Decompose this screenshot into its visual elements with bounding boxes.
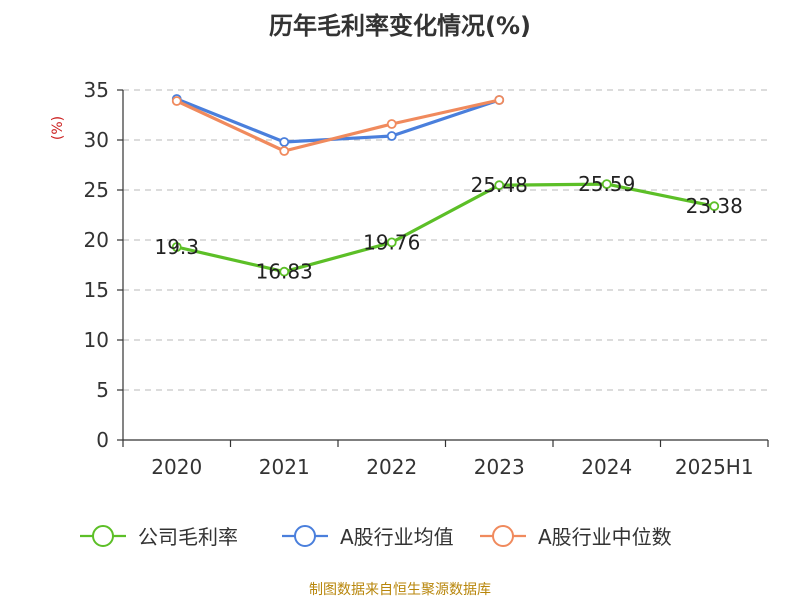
y-tick-label: 25 [84, 178, 109, 202]
series-line [176, 98, 500, 153]
data-point [386, 131, 397, 141]
data-point [386, 237, 397, 248]
x-tick-label: 2023 [474, 455, 525, 479]
x-tick-label: 2021 [259, 455, 310, 479]
series-0 [171, 179, 720, 277]
legend-marker [294, 525, 316, 547]
gridlines [123, 89, 768, 391]
data-label: 19.76 [363, 230, 420, 254]
series-layer [171, 94, 720, 277]
y-tick-label: 5 [96, 378, 109, 402]
y-tick-label: 20 [84, 228, 109, 252]
legend-item-1: A股行业均值 [282, 525, 454, 549]
legend-label: A股行业均值 [340, 525, 454, 549]
data-label: 16.83 [256, 260, 313, 284]
x-tick-label: 2024 [581, 455, 632, 479]
x-tick-label: 2020 [151, 455, 202, 479]
data-point [171, 242, 182, 252]
data-point [171, 96, 182, 106]
data-point [601, 179, 612, 190]
series-line [176, 97, 500, 144]
data-point [494, 180, 505, 191]
legend-marker [492, 525, 514, 547]
legend: 公司毛利率 A股行业均值 A股行业中位数 [80, 525, 672, 549]
y-tick-label: 30 [84, 128, 109, 152]
legend-item-2: A股行业中位数 [480, 525, 672, 549]
data-point [709, 201, 720, 212]
data-point [279, 137, 290, 147]
data-label: 19.3 [154, 235, 199, 259]
legend-label: A股行业中位数 [538, 525, 672, 549]
series-line [176, 182, 715, 274]
data-point [494, 95, 505, 105]
data-labels-layer: 19.3 16.83 19.76 25.48 25.59 23.38 [154, 172, 742, 284]
y-axis-label: (%) [50, 116, 66, 140]
chart-title: 历年毛利率变化情况(%) [269, 12, 531, 40]
source-note: 制图数据来自恒生聚源数据库 [309, 582, 491, 598]
data-label: 25.48 [471, 173, 528, 197]
data-point [279, 266, 290, 277]
legend-label: 公司毛利率 [138, 525, 238, 549]
data-point [386, 119, 397, 129]
y-tick-label: 10 [84, 328, 109, 352]
y-tick-label: 0 [96, 428, 109, 452]
series-2 [171, 95, 505, 156]
x-axis: 2020 2021 2022 2023 2024 2025H1 [122, 439, 769, 479]
x-tick-label: 2022 [366, 455, 417, 479]
legend-marker [92, 525, 114, 547]
y-tick-label: 15 [84, 278, 109, 302]
data-label: 25.59 [578, 172, 635, 196]
data-point [279, 146, 290, 156]
x-tick-label: 2025H1 [675, 455, 754, 479]
y-axis: 0 5 10 15 20 25 30 35 [84, 78, 124, 452]
data-label: 23.38 [686, 194, 743, 218]
legend-item-0: 公司毛利率 [80, 525, 238, 549]
y-tick-label: 35 [84, 78, 109, 102]
